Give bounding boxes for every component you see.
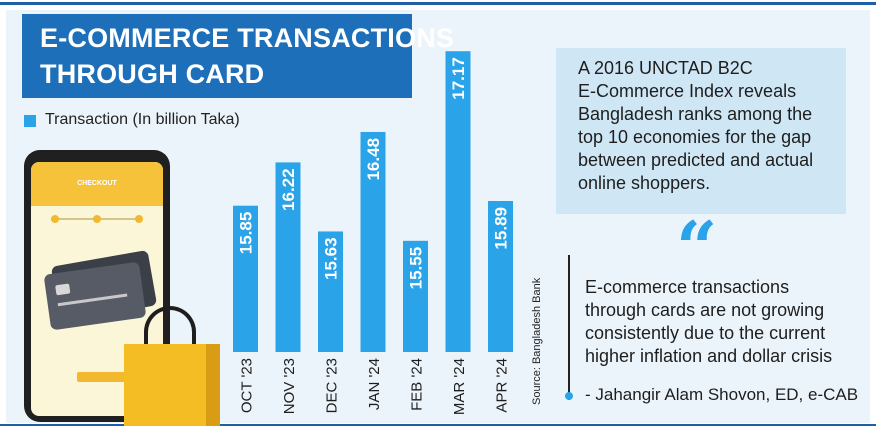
bars-group: [233, 51, 513, 352]
bar-value-label-6: 15.89: [492, 207, 511, 250]
category-label-0: OCT '23: [239, 358, 256, 413]
step-dot: [51, 215, 59, 223]
pay-button-illustration: [77, 372, 127, 382]
quote-line: through cards are not growing: [585, 300, 825, 320]
bar-value-label-5: 17.17: [449, 57, 468, 100]
quote-line: higher inflation and dollar crisis: [585, 346, 833, 366]
shopping-bag-handle: [144, 306, 196, 356]
legend-label: Transaction (In billion Taka): [45, 111, 240, 128]
bar-value-label-3: 16.48: [364, 138, 383, 181]
bottom-rule: [0, 424, 876, 426]
category-label-1: NOV '23: [281, 358, 298, 414]
bar-5: [445, 51, 471, 352]
info-line: A 2016 UNCTAD B2C: [578, 58, 753, 78]
shopping-bag-side: [206, 344, 220, 426]
quote-line: consistently due to the current: [585, 323, 826, 343]
bar-value-label-0: 15.85: [237, 212, 256, 255]
info-line: Bangladesh ranks among the: [578, 104, 813, 124]
info-line: E-Commerce Index reveals: [578, 81, 797, 101]
quote-dot: [565, 392, 573, 400]
category-label-5: MAR '24: [451, 358, 468, 415]
bar-4: [403, 240, 428, 352]
quote-mark-icon: “: [676, 205, 718, 290]
info-line: top 10 economies for the gap: [578, 127, 812, 147]
category-label-2: DEC '23: [324, 358, 341, 413]
legend-swatch: [24, 115, 36, 127]
source-note: Source: Bangladesh Bank: [531, 277, 543, 405]
info-line: online shoppers.: [578, 173, 711, 193]
bar-2: [318, 231, 343, 352]
bar-value-labels: 15.85 16.22 15.63 16.48 15.55 17.17 15.89: [237, 57, 511, 289]
step-dot: [93, 215, 101, 223]
shopping-bag-icon: [124, 344, 220, 426]
title-banner: E-COMMERCE TRANSACTIONS THROUGH CARD: [22, 14, 454, 98]
info-box: A 2016 UNCTAD B2C E-Commerce Index revea…: [556, 48, 846, 214]
bar-value-label-2: 15.63: [322, 237, 341, 280]
bar-6: [488, 201, 513, 352]
category-labels: OCT '23 NOV '23 DEC '23 JAN '24 FEB '24 MAR '…: [239, 358, 511, 415]
chart-title-line-1: E-COMMERCE TRANSACTIONS: [40, 23, 455, 53]
category-label-3: JAN '24: [366, 358, 383, 410]
phone-header: CHECKOUT: [31, 162, 163, 206]
step-dot: [135, 215, 143, 223]
category-label-4: FEB '24: [409, 358, 426, 411]
info-line: between predicted and actual: [578, 150, 814, 170]
bar-0: [233, 205, 258, 352]
top-rule: [0, 2, 876, 5]
quote-attribution: - Jahangir Alam Shovon, ED, e-CAB: [585, 385, 859, 404]
quote-rule: [568, 255, 570, 400]
bar-value-label-4: 15.55: [407, 247, 426, 290]
checkout-steps: [51, 215, 143, 223]
bar-3: [360, 131, 386, 352]
bar-1: [275, 162, 301, 352]
chart-title-line-2: THROUGH CARD: [40, 59, 265, 89]
category-label-6: APR '24: [494, 358, 511, 413]
bar-value-label-1: 16.22: [279, 168, 298, 211]
checkout-label: CHECKOUT: [77, 180, 117, 187]
quote-line: E-commerce transactions: [585, 277, 790, 297]
